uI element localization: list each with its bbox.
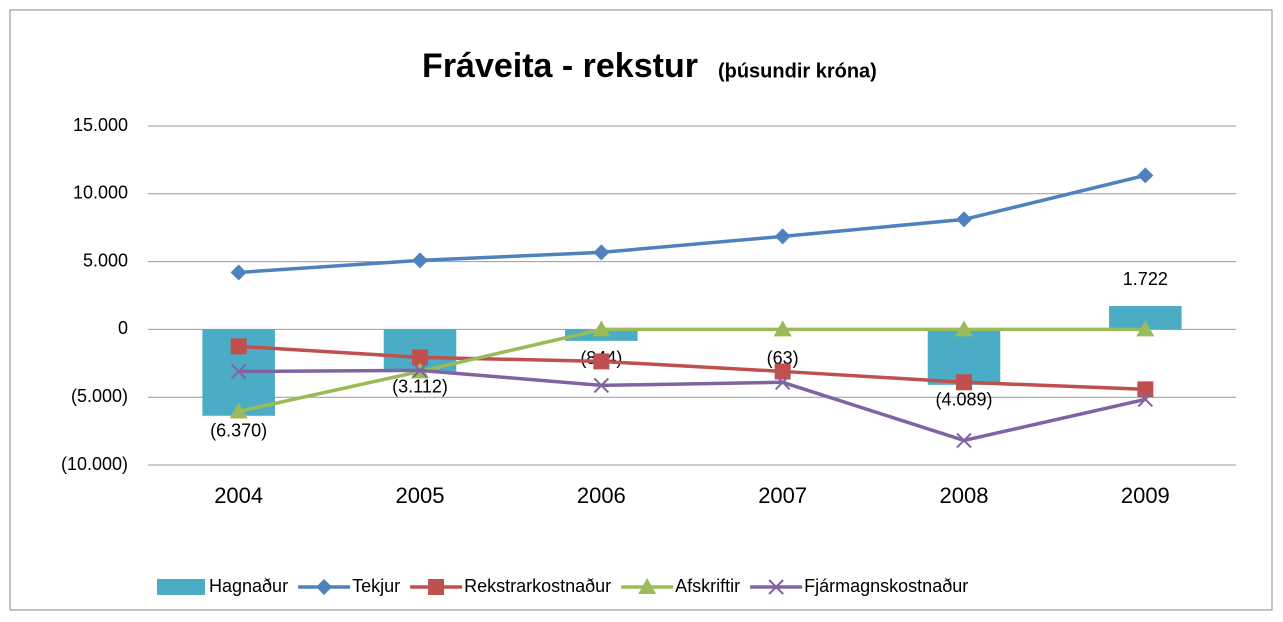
data-label: (3.112) xyxy=(392,376,448,396)
legend-marker xyxy=(428,579,445,595)
line-marker xyxy=(412,252,428,269)
line-marker xyxy=(230,363,247,380)
bar xyxy=(1109,306,1182,330)
legend-label: Afskriftir xyxy=(675,576,740,596)
y-tick-label: (10.000) xyxy=(61,454,128,474)
y-tick-label: 15.000 xyxy=(73,115,128,135)
line-marker xyxy=(230,338,247,355)
line-marker xyxy=(1137,381,1154,398)
line-marker xyxy=(956,211,972,228)
y-tick-label: (5.000) xyxy=(71,386,128,406)
data-label: 1.722 xyxy=(1123,269,1168,289)
line-marker xyxy=(230,264,247,281)
chart-border xyxy=(9,9,1273,611)
line-marker xyxy=(229,402,248,419)
line-marker xyxy=(956,374,972,391)
data-label: (4.089) xyxy=(935,390,992,410)
legend-marker xyxy=(638,578,657,594)
line-marker xyxy=(412,349,428,366)
line xyxy=(238,173,1146,275)
legend-label: Hagnaður xyxy=(209,576,288,596)
legend-label: Rekstrarkostnaður xyxy=(464,576,611,596)
line-marker xyxy=(593,244,610,261)
line-marker xyxy=(955,320,973,337)
line xyxy=(238,327,1146,414)
y-tick-label: 10.000 xyxy=(73,183,128,203)
x-tick-label: 2009 xyxy=(1121,483,1170,508)
legend-marker xyxy=(316,579,333,595)
chart-title: Fráveita - rekstur xyxy=(422,47,698,85)
legend-label: Tekjur xyxy=(352,576,400,596)
line-marker xyxy=(412,362,428,379)
line xyxy=(238,368,1146,443)
line-marker xyxy=(592,320,611,337)
x-tick-label: 2004 xyxy=(214,483,263,508)
line-marker xyxy=(773,320,792,337)
line-marker xyxy=(593,377,610,394)
x-tick-label: 2008 xyxy=(940,483,989,508)
legend-label: Fjármagnskostnaður xyxy=(804,576,968,596)
line-marker xyxy=(593,353,610,370)
line xyxy=(238,344,1146,392)
line-marker xyxy=(1136,320,1155,337)
data-label: (6.370) xyxy=(210,421,267,441)
line-marker xyxy=(1137,391,1154,408)
data-label: (63) xyxy=(767,348,799,368)
line-marker xyxy=(774,228,791,245)
line-marker xyxy=(774,374,791,390)
legend-swatch xyxy=(157,579,205,595)
y-tick-label: 5.000 xyxy=(83,250,128,270)
line-marker xyxy=(774,363,791,380)
line-marker xyxy=(956,432,972,449)
legend-marker xyxy=(768,579,784,595)
chart-subtitle: (þúsundir króna) xyxy=(718,60,877,82)
y-tick-label: 0 xyxy=(118,318,128,338)
line-marker xyxy=(1137,167,1154,184)
x-tick-label: 2007 xyxy=(758,483,807,508)
x-tick-label: 2005 xyxy=(396,483,445,508)
x-tick-label: 2006 xyxy=(577,483,626,508)
